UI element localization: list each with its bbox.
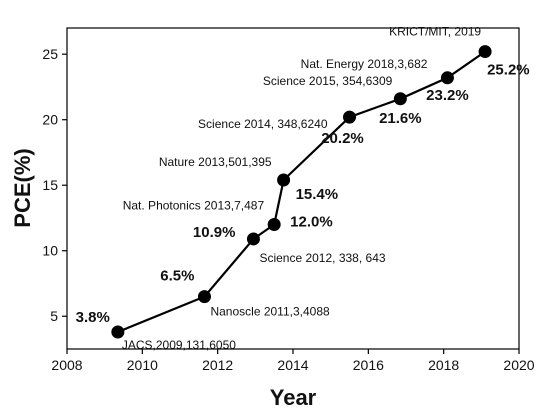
data-point-2 <box>246 232 260 246</box>
value-label-3: 12.0% <box>290 214 333 231</box>
reference-label-5: Science 2014, 348,6240 <box>198 117 328 131</box>
value-label-4: 15.4% <box>296 186 339 203</box>
y-tick-label-2: 15 <box>42 177 58 193</box>
reference-label-2: Science 2012, 338, 643 <box>259 251 385 265</box>
x-axis-title: Year <box>270 385 317 410</box>
reference-label-3: Nat. Photonics 2013,7,487 <box>123 199 265 213</box>
data-point-1 <box>197 290 211 304</box>
reference-label-6: Science 2015, 354,6309 <box>263 74 393 88</box>
x-tick-label-6: 2020 <box>503 357 534 373</box>
value-label-5: 20.2% <box>321 130 364 147</box>
value-labels: 3.8% 6.5% 10.9% 12.0% 15.4% 20.2% 21.6%23.2% 25… <box>76 62 530 326</box>
data-point-6 <box>393 92 407 106</box>
value-label-7: 23.2% <box>426 87 469 104</box>
data-point-7 <box>440 71 454 85</box>
reference-label-4: Nature 2013,501,395 <box>159 155 272 169</box>
x-tick-label-3: 2014 <box>277 357 308 373</box>
data-point-3 <box>267 218 281 232</box>
x-tick-label-4: 2016 <box>353 357 384 373</box>
value-label-2: 10.9% <box>193 224 236 241</box>
reference-label-0: JACS,2009,131,6050 <box>122 338 236 352</box>
data-points <box>111 45 492 339</box>
value-label-8: 25.2% <box>487 62 530 79</box>
y-tick-label-1: 10 <box>42 243 58 259</box>
value-label-0: 3.8% <box>76 309 110 326</box>
data-point-4 <box>277 173 291 187</box>
value-label-1: 6.5% <box>160 268 194 285</box>
data-point-0 <box>111 325 125 339</box>
x-tick-label-5: 2018 <box>428 357 459 373</box>
y-axis-ticks: 5 10 15 20 25 <box>42 46 67 324</box>
y-axis-title: PCE(%) <box>10 148 35 227</box>
value-label-6: 21.6% <box>379 110 422 127</box>
y-tick-label-3: 20 <box>42 112 58 128</box>
reference-label-7: Nat. Energy 2018,3,682 <box>301 57 428 71</box>
y-tick-label-0: 5 <box>50 308 58 324</box>
data-point-5 <box>343 110 356 124</box>
x-tick-label-0: 2008 <box>51 357 82 373</box>
x-tick-label-1: 2010 <box>127 357 158 373</box>
reference-labels: JACS,2009,131,6050 Nanoscle 2011,3,4088 Sc… <box>122 25 482 352</box>
reference-label-1: Nanoscle 2011,3,4088 <box>210 305 330 319</box>
y-tick-label-4: 25 <box>42 46 58 62</box>
data-point-8 <box>478 45 492 59</box>
x-tick-label-2: 2012 <box>202 357 233 373</box>
x-axis-ticks: 2008 2010 2012 2014 2016 2018 2020 <box>51 349 535 373</box>
reference-label-8: KRICT/MIT, 2019 <box>389 25 481 39</box>
